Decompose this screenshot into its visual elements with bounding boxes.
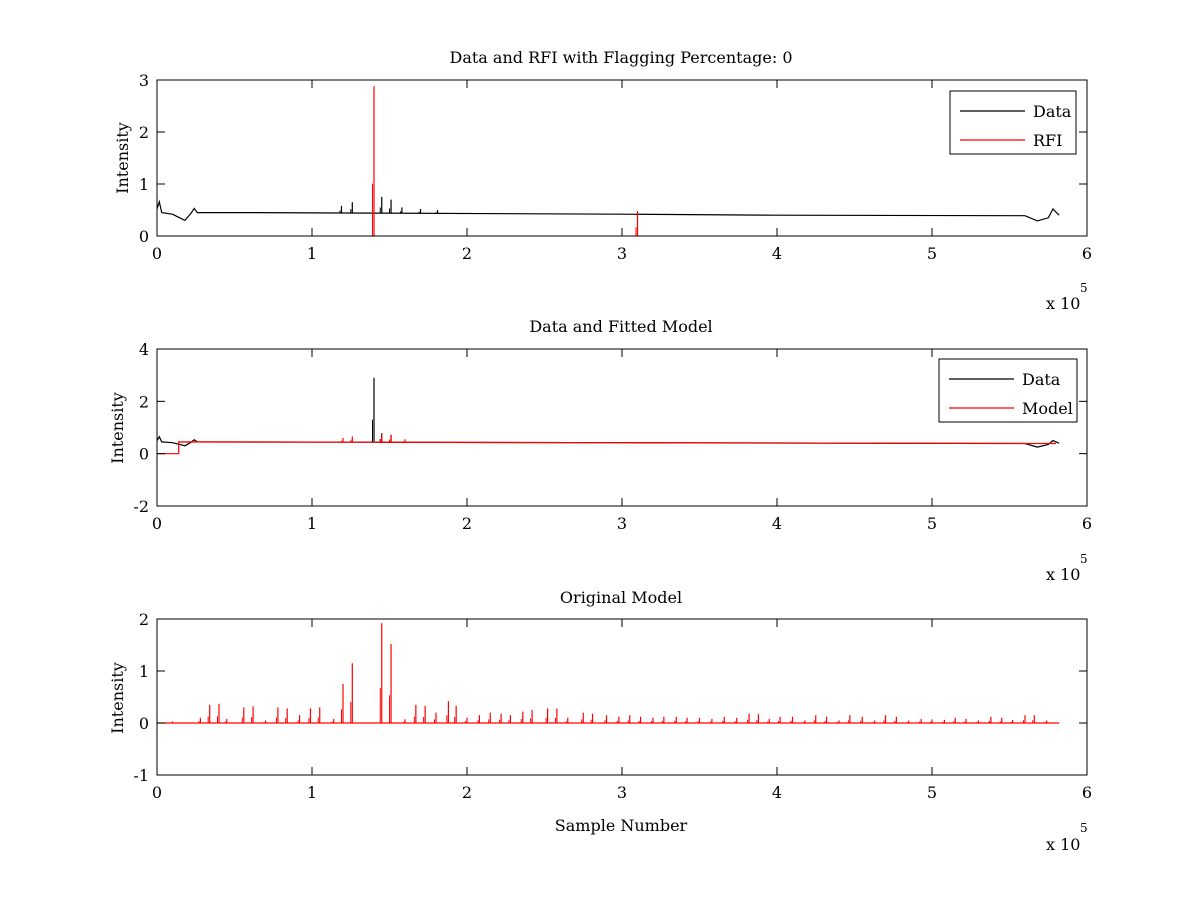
subplot-2-y-tick-label: 2	[139, 392, 149, 411]
subplot-2-series-data-line	[157, 435, 1060, 448]
subplot-2-x-tick-label: 2	[462, 514, 472, 533]
subplot-3-xlabel: Sample Number	[555, 816, 688, 835]
subplot-2-series-group	[157, 377, 1060, 455]
subplot-1-x-tick-label: 2	[462, 244, 472, 263]
subplot-2-x-tick-label: 4	[772, 514, 782, 533]
subplot-3-x-tick-label: 3	[617, 783, 627, 802]
subplot-2-ylabel: Intensity	[108, 392, 127, 464]
subplot-2-x-tick-label: 1	[307, 514, 317, 533]
subplot-3-x-tick-label: 6	[1082, 783, 1092, 802]
subplot-2-legend-label-data: Data	[1022, 370, 1061, 389]
subplot-1-legend: Data RFI	[949, 90, 1077, 155]
subplot-1-x-tick-label: 0	[152, 244, 162, 263]
subplot-3-x-multiplier: x 10	[1046, 835, 1080, 854]
subplot-2-x-tick-label: 3	[617, 514, 627, 533]
subplot-2-x-multiplier: x 10	[1046, 565, 1080, 584]
subplot-2-title: Data and Fitted Model	[529, 317, 712, 336]
subplot-2-legend-label-model: Model	[1022, 399, 1073, 418]
subplot-3-x-tick-label: 1	[307, 783, 317, 802]
subplot-1-x-tick-label: 1	[307, 244, 317, 263]
subplot-1-x-multiplier-exponent: 5	[1080, 281, 1088, 295]
subplot-1-y-tick-label: 1	[139, 175, 149, 194]
subplot-1-series-data-line	[157, 199, 1060, 222]
subplot-2-x-tick-label: 0	[152, 514, 162, 533]
subplot-1-x-multiplier: x 10	[1046, 294, 1080, 313]
subplot-3-x-tick-label: 4	[772, 783, 782, 802]
subplot-2-x-multiplier-exponent: 5	[1080, 552, 1088, 566]
subplot-2-y-tick-label: -2	[133, 497, 149, 516]
subplot-2-y-tick-label: 4	[139, 340, 149, 359]
subplot-1-y-tick-label: 0	[139, 227, 149, 246]
subplot-1-title: Data and RFI with Flagging Percentage: 0	[449, 48, 792, 67]
subplot-3-x-tick-label: 0	[152, 783, 162, 802]
subplot-3-x-multiplier-exponent: 5	[1080, 821, 1088, 835]
subplot-2-x-tick-label: 6	[1082, 514, 1092, 533]
subplot-2-legend-box	[938, 358, 1078, 423]
subplot-1-x-tick-label: 4	[772, 244, 782, 263]
subplot-1-x-tick-label: 5	[927, 244, 937, 263]
subplot-1: Data and RFI with Flagging Percentage: 0…	[113, 48, 1092, 313]
subplot-1-legend-label-rfi: RFI	[1033, 131, 1062, 150]
subplot-2-legend: Data Model	[938, 358, 1078, 423]
subplot-2-x-tick-label: 5	[927, 514, 937, 533]
subplot-3-x-tick-label: 5	[927, 783, 937, 802]
subplot-2-series-model-line	[157, 441, 1057, 455]
subplot-3-series-group	[157, 623, 1060, 724]
subplot-3-ylabel: Intensity	[108, 662, 127, 734]
subplot-3-y-tick-label: 1	[139, 662, 149, 681]
subplot-1-legend-label-data: Data	[1033, 102, 1072, 121]
subplot-1-series-group	[157, 86, 1060, 236]
subplot-3-y-tick-label: 2	[139, 610, 149, 629]
subplot-1-x-tick-label: 3	[617, 244, 627, 263]
subplot-2-y-tick-label: 0	[139, 445, 149, 464]
subplot-3-x-tick-label: 2	[462, 783, 472, 802]
subplot-1-plot-area: 0 1 2 3 4 5 6 0 1 2 3 Data RFI	[139, 71, 1092, 263]
subplot-1-ylabel: Intensity	[113, 122, 132, 194]
subplot-3: Original Model Intensity Sample Number x…	[108, 588, 1092, 854]
subplot-3-title: Original Model	[560, 588, 682, 607]
subplot-2: Data and Fitted Model Intensity x 10 5 0…	[108, 317, 1092, 584]
subplot-1-y-tick-label: 2	[139, 123, 149, 142]
subplot-1-legend-box	[949, 90, 1077, 155]
subplot-1-y-tick-label: 3	[139, 71, 149, 90]
subplot-3-y-tick-label: -1	[133, 766, 149, 785]
subplot-3-y-tick-label: 0	[139, 714, 149, 733]
subplot-1-x-tick-label: 6	[1082, 244, 1092, 263]
